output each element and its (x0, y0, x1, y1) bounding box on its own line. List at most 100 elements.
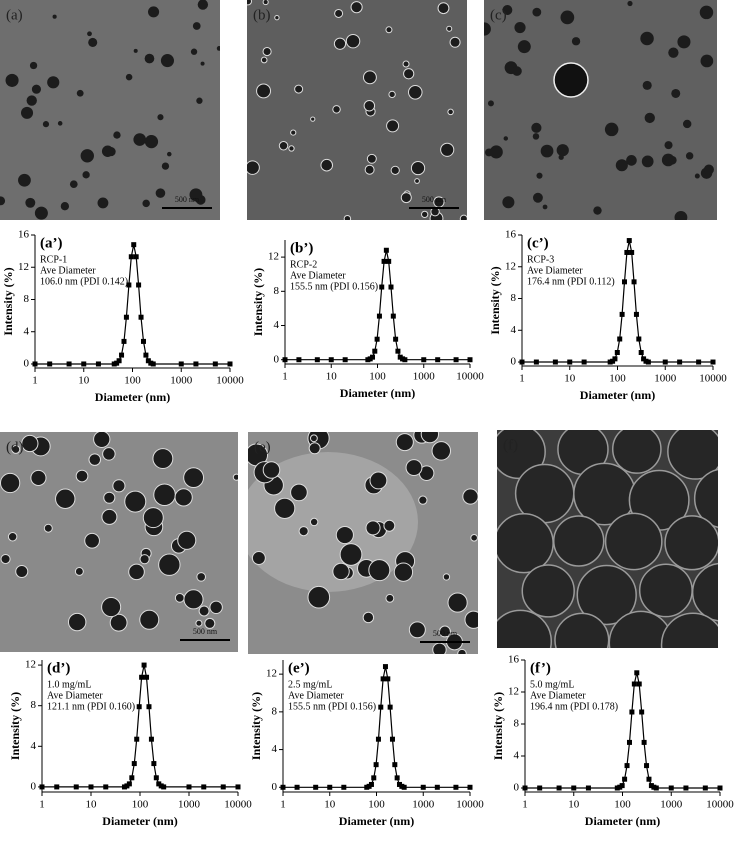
particle (15, 565, 29, 579)
particle (216, 46, 220, 51)
data-point (392, 762, 398, 768)
y-tick-label: 12 (18, 261, 29, 273)
particle (76, 89, 84, 97)
y-tick-label: 8 (511, 292, 517, 304)
data-point (621, 279, 627, 285)
data-point (624, 763, 630, 769)
particle (161, 162, 170, 170)
particle (403, 68, 415, 80)
y-axis-title: Intensity (%) (488, 266, 502, 334)
data-point (131, 242, 137, 248)
micrograph-label: (c) (490, 7, 507, 23)
data-point (626, 739, 632, 745)
particle (464, 610, 478, 629)
data-point (387, 704, 393, 710)
particle (390, 165, 400, 175)
data-point (313, 784, 319, 790)
y-tick-label: 8 (514, 718, 520, 730)
particle (88, 453, 102, 466)
data-point (612, 356, 618, 362)
particle (502, 4, 513, 15)
micrograph-label: (a) (6, 7, 23, 23)
x-tick-label: 10000 (216, 375, 244, 387)
y-tick-label: 4 (272, 743, 278, 755)
scale-bar-label: 500 nm (422, 195, 447, 204)
particle (139, 609, 160, 630)
data-point (186, 784, 192, 790)
particle (247, 0, 252, 6)
x-tick-label: 1 (519, 373, 525, 385)
data-point (619, 783, 625, 789)
particle (410, 160, 426, 176)
particle (487, 100, 494, 107)
particle (144, 53, 155, 64)
data-point (386, 258, 392, 264)
data-point (146, 704, 152, 710)
annotation: 196.4 nm (PDI 0.178) (530, 701, 618, 712)
data-point (394, 775, 400, 781)
x-axis-title: Diameter (nm) (102, 814, 177, 828)
data-point (683, 785, 689, 791)
micrograph-background (247, 0, 467, 220)
particle (74, 567, 84, 576)
particle (133, 133, 147, 146)
x-tick-label: 10 (86, 799, 98, 811)
data-point (537, 785, 543, 791)
particle (335, 525, 354, 545)
particle (102, 447, 116, 461)
particle (447, 108, 454, 116)
particle (339, 543, 363, 566)
particle (262, 0, 269, 6)
micrograph (497, 430, 718, 648)
data-point (280, 784, 286, 790)
particle (418, 495, 428, 505)
data-point (151, 761, 157, 767)
annotation: Ave Diameter (40, 265, 96, 276)
particle (260, 56, 268, 64)
micrograph (0, 432, 238, 652)
particle (503, 136, 509, 141)
data-point (178, 361, 184, 367)
particle (693, 468, 718, 528)
particle (431, 441, 452, 461)
particle (124, 490, 147, 513)
data-point (402, 357, 408, 363)
y-tick-label: 8 (274, 285, 280, 297)
particle (694, 173, 700, 179)
particle (332, 562, 350, 581)
particle (309, 517, 319, 527)
particle (685, 152, 694, 160)
particle (438, 625, 451, 638)
micrograph-label: (d) (6, 439, 24, 455)
micrograph-label: (e) (254, 439, 271, 455)
x-tick-label: 100 (124, 375, 141, 387)
annotation: Ave Diameter (530, 690, 586, 701)
data-point (342, 357, 348, 363)
particle (489, 145, 503, 159)
x-tick-label: 1000 (170, 375, 193, 387)
x-axis-title: Diameter (nm) (340, 386, 415, 400)
particle (200, 61, 205, 66)
particle (334, 8, 344, 18)
particle (31, 84, 41, 94)
particle (350, 1, 363, 14)
data-point (390, 313, 396, 319)
particle (457, 648, 467, 654)
micrograph (248, 432, 478, 654)
particle (363, 100, 376, 112)
particle (446, 25, 453, 32)
x-tick-label: 10 (78, 375, 90, 387)
particle (42, 121, 50, 128)
data-point (134, 736, 140, 742)
particle (343, 214, 352, 220)
particle (364, 164, 375, 175)
data-point (378, 704, 384, 710)
data-point (710, 359, 716, 365)
data-point (103, 784, 109, 790)
particle (274, 14, 280, 21)
data-point (39, 784, 45, 790)
particle (290, 483, 308, 502)
micrograph-label: (b) (253, 7, 271, 23)
particle (442, 573, 451, 581)
particle (155, 188, 166, 198)
